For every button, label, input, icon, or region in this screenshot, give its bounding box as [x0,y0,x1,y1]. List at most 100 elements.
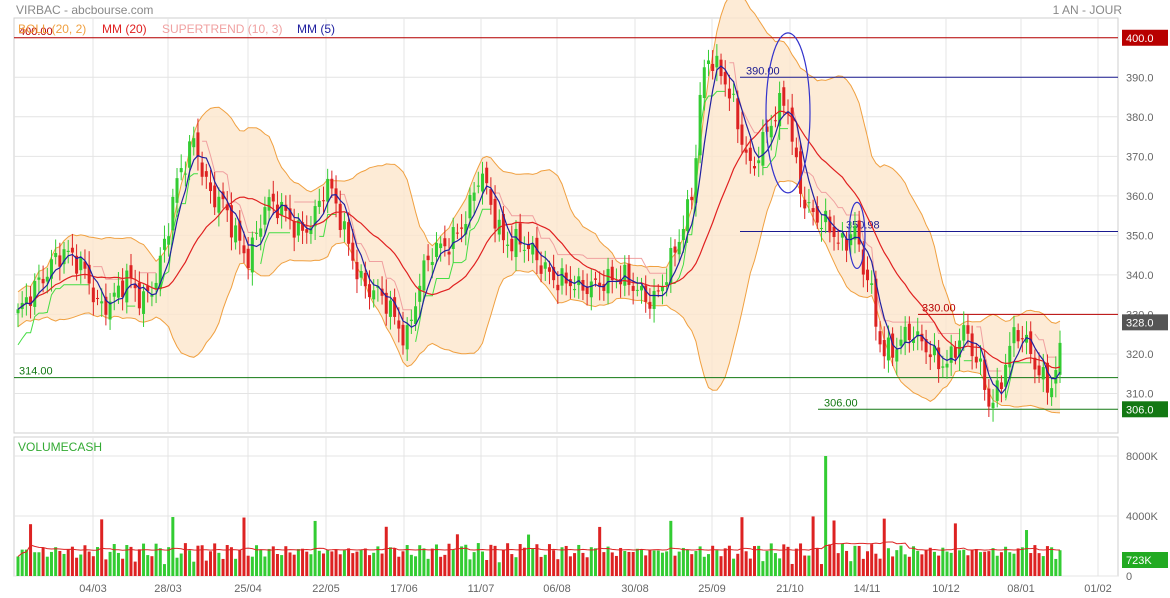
candle-body [610,266,614,281]
volume-bar [292,554,296,576]
candle-body [782,87,786,106]
volume-bar [75,557,79,576]
volume-bar [229,547,233,576]
candle-body [267,197,271,211]
volume-bar [66,549,70,576]
axis-price-badge-text: 400.0 [1126,33,1154,45]
volume-bar [62,553,66,576]
volume-bar [732,558,736,576]
candle-body [836,242,840,244]
volume-bar [824,456,828,576]
volume-bar [970,549,974,576]
supertrend-line [762,128,788,169]
candle-body [1020,338,1024,340]
volume-tick-label: 0 [1126,571,1132,583]
volume-bar [1041,556,1045,576]
candle-body [275,204,279,219]
volume-bar [912,546,916,576]
date-tick-label: 22/05 [312,583,340,595]
volume-bar [899,545,903,576]
period-selector[interactable]: 1 AN - JOUR [1052,3,1122,17]
candle-body [464,224,468,235]
volume-bar [845,550,849,576]
volume-bar [518,544,522,576]
volume-bar [79,554,83,576]
volume-bar [33,552,37,576]
volume-bar [853,545,857,576]
candle-body [217,196,221,213]
price-tick-label: 390.0 [1126,72,1154,84]
candle-body [987,388,991,407]
candle-body [874,278,878,327]
volume-bar [326,549,330,576]
candle-body [238,220,242,241]
candle-body [208,182,212,192]
volume-bar [694,551,698,576]
candle-body [727,88,731,99]
volume-bar [1050,547,1054,576]
volume-bar [748,558,752,576]
volume-bar [334,549,338,576]
volume-bar [506,543,510,576]
volume-bar [619,547,623,576]
volume-bar [736,553,740,576]
volume-bar [246,555,250,576]
candle-body [1012,327,1016,344]
candle-body [108,301,112,320]
candle-body [644,285,648,302]
candle-body [1041,367,1045,380]
supertrend-line [159,173,198,292]
volume-bar [928,547,932,576]
volume-bar [330,551,334,576]
volume-bar [702,556,706,576]
volume-bar [259,549,263,576]
volume-bar [861,558,865,576]
volume-bar [983,551,987,576]
candle-body [246,248,250,269]
candle-body [347,222,351,244]
volume-bar [1054,558,1058,576]
volume-bar [372,552,376,576]
candle-body [83,261,87,269]
volume-bar [175,557,179,576]
candle-body [29,296,33,306]
volume-bar [539,556,543,576]
candle-body [70,247,74,253]
candle-body [171,196,175,231]
volume-bar [706,554,710,576]
volume-bar [635,548,639,576]
candle-body [179,168,183,173]
candle-body [481,173,485,192]
candle-body [309,227,313,235]
bollinger-band [18,0,1060,413]
axis-price-badge-text: 306.0 [1126,404,1154,416]
candle-body [907,323,911,341]
volume-bar [711,545,715,576]
candle-body [732,93,736,95]
volume-bar [585,557,589,576]
candle-body [460,227,464,229]
volume-bar [715,550,719,576]
candle-body [225,204,229,211]
candle-body [870,283,874,285]
candle-body [1045,362,1049,393]
volume-bar [422,548,426,576]
volume-bar [100,519,104,576]
volume-bar [1058,550,1062,576]
volume-bar [501,549,505,576]
volume-bar [476,543,480,576]
candle-body [430,261,434,266]
volume-bar [953,523,957,576]
candle-body [1016,330,1020,342]
volume-bar [255,545,259,576]
candle-body [49,259,53,279]
volume-bar [234,558,238,576]
volume-bar [962,549,966,576]
volume-bar [761,561,765,576]
price-tick-label: 340.0 [1126,270,1154,282]
volume-bar [987,551,991,576]
volume-bar [49,551,53,576]
volume-bar [811,516,815,576]
supertrend-line [670,90,726,284]
volume-bar [275,554,279,576]
